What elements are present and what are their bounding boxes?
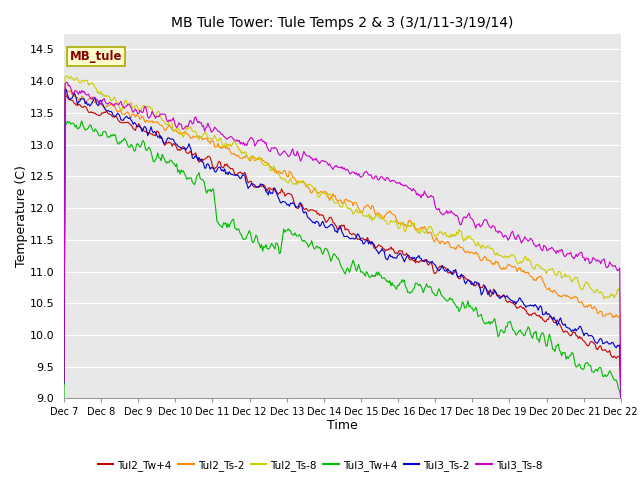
Tul3_Ts-8 xyxy=(362,168,370,174)
Tul3_Ts-8 xyxy=(605,263,612,269)
Tul3_Tw+4 xyxy=(326,253,333,259)
Tul2_Ts-2 xyxy=(60,378,68,384)
Tul2_Tw+4 xyxy=(326,215,333,220)
Line: Tul2_Ts-8: Tul2_Ts-8 xyxy=(64,76,621,398)
Tul2_Ts-8 xyxy=(326,192,333,197)
Legend: Tul2_Tw+4, Tul2_Ts-2, Tul2_Ts-8, Tul3_Tw+4, Tul3_Ts-2, Tul3_Ts-8: Tul2_Tw+4, Tul2_Ts-2, Tul2_Ts-8, Tul3_Tw… xyxy=(93,456,547,475)
Tul3_Tw+4 xyxy=(60,396,68,401)
Line: Tul2_Tw+4: Tul2_Tw+4 xyxy=(64,93,621,398)
Tul2_Tw+4 xyxy=(362,237,370,243)
Tul2_Tw+4 xyxy=(61,90,69,96)
Tul3_Ts-8 xyxy=(393,180,401,186)
Tul2_Ts-8 xyxy=(329,197,337,203)
Tul3_Tw+4 xyxy=(605,371,612,376)
Tul2_Ts-8 xyxy=(362,213,370,218)
Tul3_Ts-2 xyxy=(326,223,333,229)
Tul2_Tw+4 xyxy=(329,220,337,226)
Tul2_Ts-2 xyxy=(362,203,370,209)
Tul2_Ts-8 xyxy=(605,294,612,300)
Tul3_Ts-2 xyxy=(60,380,68,386)
Tul3_Tw+4 xyxy=(362,269,370,275)
Tul3_Ts-2 xyxy=(393,255,401,261)
Tul3_Tw+4 xyxy=(518,330,525,336)
Tul2_Tw+4 xyxy=(393,250,401,256)
Tul3_Ts-2 xyxy=(518,298,525,304)
Tul3_Ts-8 xyxy=(329,167,337,172)
Tul2_Ts-8 xyxy=(518,260,525,266)
Tul2_Ts-2 xyxy=(518,269,525,275)
Tul2_Ts-8 xyxy=(60,373,68,379)
Tul2_Tw+4 xyxy=(518,304,525,310)
Title: MB Tule Tower: Tule Temps 2 & 3 (3/1/11-3/19/14): MB Tule Tower: Tule Temps 2 & 3 (3/1/11-… xyxy=(172,16,513,30)
Tul2_Ts-2 xyxy=(605,311,612,317)
Tul3_Ts-8 xyxy=(518,240,525,246)
Tul3_Tw+4 xyxy=(617,396,625,401)
Tul3_Ts-2 xyxy=(605,341,612,347)
Tul3_Tw+4 xyxy=(329,252,337,258)
Line: Tul3_Ts-8: Tul3_Ts-8 xyxy=(64,83,621,398)
Tul2_Tw+4 xyxy=(617,396,625,401)
Tul2_Ts-2 xyxy=(393,217,401,223)
X-axis label: Time: Time xyxy=(327,419,358,432)
Tul3_Ts-8 xyxy=(326,161,333,167)
Text: MB_tule: MB_tule xyxy=(70,50,122,63)
Tul3_Tw+4 xyxy=(393,287,401,292)
Tul2_Ts-2 xyxy=(326,198,333,204)
Tul3_Ts-8 xyxy=(62,80,70,85)
Tul3_Ts-2 xyxy=(362,238,370,243)
Y-axis label: Temperature (C): Temperature (C) xyxy=(15,165,28,267)
Line: Tul3_Ts-2: Tul3_Ts-2 xyxy=(64,89,621,398)
Tul2_Ts-2 xyxy=(329,191,337,197)
Tul2_Tw+4 xyxy=(605,349,612,355)
Tul3_Ts-2 xyxy=(61,86,69,92)
Tul2_Ts-8 xyxy=(617,396,625,401)
Tul2_Ts-2 xyxy=(61,83,69,89)
Tul3_Tw+4 xyxy=(78,118,86,124)
Tul3_Ts-2 xyxy=(329,223,337,228)
Tul2_Tw+4 xyxy=(60,382,68,387)
Line: Tul2_Ts-2: Tul2_Ts-2 xyxy=(64,86,621,398)
Tul3_Ts-8 xyxy=(60,378,68,384)
Tul2_Ts-8 xyxy=(393,219,401,225)
Tul3_Ts-8 xyxy=(617,396,625,401)
Tul2_Ts-8 xyxy=(63,73,71,79)
Tul3_Ts-2 xyxy=(617,396,625,401)
Line: Tul3_Tw+4: Tul3_Tw+4 xyxy=(64,121,621,398)
Tul2_Ts-2 xyxy=(617,396,625,401)
